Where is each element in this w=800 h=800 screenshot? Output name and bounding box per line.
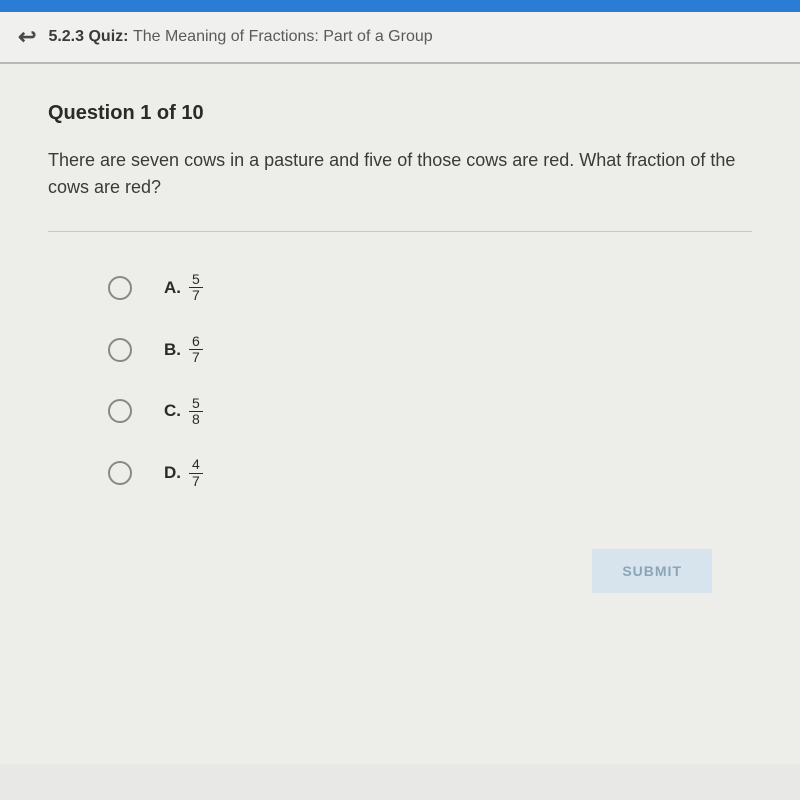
submit-button[interactable]: SUBMIT: [592, 549, 712, 593]
options-list: A. 5 7 B. 6 7 C. 5 8 D.: [48, 272, 752, 489]
numerator-d: 4: [189, 457, 203, 473]
question-text: There are seven cows in a pasture and fi…: [48, 147, 752, 201]
numerator-c: 5: [189, 396, 203, 412]
option-a[interactable]: A. 5 7: [108, 272, 752, 304]
option-letter-a: A.: [164, 278, 181, 298]
numerator-b: 6: [189, 334, 203, 350]
denominator-d: 7: [189, 474, 203, 489]
quiz-title: The Meaning of Fractions: Part of a Grou…: [133, 28, 433, 45]
option-letter-c: C.: [164, 401, 181, 421]
numerator-a: 5: [189, 272, 203, 288]
fraction-d: 4 7: [189, 457, 203, 489]
radio-a[interactable]: [108, 276, 132, 300]
question-number-label: Question 1 of 10: [48, 102, 752, 125]
denominator-c: 8: [189, 412, 203, 427]
radio-d[interactable]: [108, 461, 132, 485]
radio-c[interactable]: [108, 399, 132, 423]
back-arrow-icon[interactable]: ↩: [18, 26, 36, 48]
option-c[interactable]: C. 5 8: [108, 396, 752, 428]
submit-container: SUBMIT: [48, 549, 752, 593]
fraction-a: 5 7: [189, 272, 203, 304]
quiz-label: Quiz:: [88, 28, 128, 45]
content-area: Question 1 of 10 There are seven cows in…: [0, 64, 800, 764]
denominator-a: 7: [189, 288, 203, 303]
quiz-header-text: 5.2.3 Quiz: The Meaning of Fractions: Pa…: [48, 28, 432, 46]
fraction-b: 6 7: [189, 334, 203, 366]
radio-b[interactable]: [108, 338, 132, 362]
quiz-number: 5.2.3: [48, 28, 84, 45]
quiz-header: ↩ 5.2.3 Quiz: The Meaning of Fractions: …: [0, 12, 800, 64]
denominator-b: 7: [189, 350, 203, 365]
fraction-c: 5 8: [189, 396, 203, 428]
option-d[interactable]: D. 4 7: [108, 457, 752, 489]
option-letter-d: D.: [164, 463, 181, 483]
divider: [48, 231, 752, 232]
top-blue-bar: [0, 0, 800, 12]
option-b[interactable]: B. 6 7: [108, 334, 752, 366]
option-letter-b: B.: [164, 340, 181, 360]
